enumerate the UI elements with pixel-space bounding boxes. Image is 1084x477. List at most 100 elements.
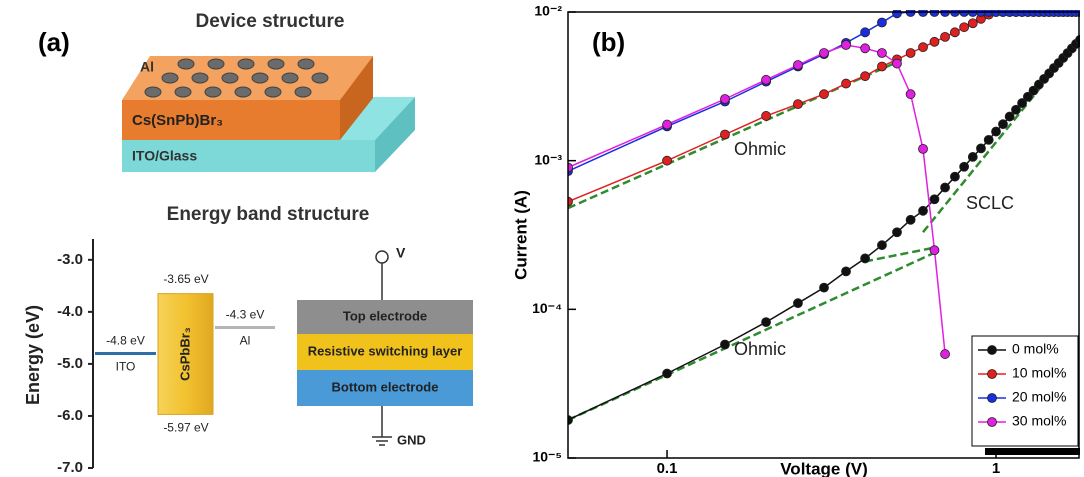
marker [976,144,985,153]
level-value: -4.3 eV [226,308,265,322]
y-axis-title: Current (A) [511,190,530,280]
marker [842,40,851,49]
layer-label: Cs(SnPb)Br₃ [132,112,223,129]
source-label: V [396,245,406,261]
marker [906,215,915,224]
marker [941,350,950,359]
legend-label: 30 mol% [1012,413,1066,429]
series-line [568,45,945,354]
marker [968,152,977,161]
marker [663,120,672,129]
circuit-layer: Bottom electrode [332,379,439,394]
legend-marker [988,394,997,403]
page: (a) Device structure Al Cs(SnPb)Br₃ ITO/… [0,0,1084,477]
scale-bar [985,448,1080,455]
annotation: Ohmic [734,339,786,359]
legend-marker [988,370,997,379]
level-name: ITO [116,360,136,374]
device-title: Device structure [196,11,345,32]
x-tick-label: 1 [992,460,1000,477]
energy-axis-title: Energy (eV) [23,305,43,405]
legend-label: 20 mol% [1012,389,1066,405]
marker [930,246,939,255]
y-tick-label: 10⁻⁴ [532,300,562,316]
marker [861,28,870,37]
legend-label: 10 mol% [1012,365,1066,381]
marker [877,241,886,250]
marker [998,120,1007,129]
layer-label: Al [140,59,154,75]
panel-label: (a) [38,27,70,57]
circuit-layer: Top electrode [343,308,427,323]
marker [941,183,950,192]
marker [877,48,886,57]
y-tick-label: -6.0 [57,407,83,424]
marker [877,18,886,27]
marker [793,299,802,308]
marker [861,72,870,81]
annotation: SCLC [966,193,1014,213]
marker [906,90,915,99]
marker [960,162,969,171]
panel-label: (b) [592,27,625,57]
band-label: -3.65 eV [163,272,208,286]
marker [950,172,959,181]
marker [861,44,870,53]
marker [842,267,851,276]
y-tick-label: -5.0 [57,355,83,372]
marker [930,37,939,46]
marker [892,59,901,68]
energy-chart: -3.0-4.0-5.0-6.0-7.0-3.65 eV-5.97 eVCsPb… [57,239,275,476]
y-tick-label: -3.0 [57,251,83,268]
marker [820,283,829,292]
legend-marker [988,346,997,355]
y-tick-label: 10⁻⁵ [532,449,562,465]
marker [820,90,829,99]
marker [820,48,829,57]
marker [762,111,771,120]
marker [861,254,870,263]
marker [762,318,771,327]
y-tick-label: 10⁻² [534,3,562,19]
marker [663,156,672,165]
marker [906,48,915,57]
y-tick-label: -7.0 [57,459,83,476]
legend-label: 0 mol% [1012,341,1059,357]
marker [919,43,928,52]
marker [877,62,886,71]
marker [793,100,802,109]
marker [892,228,901,237]
legend-marker [988,418,997,427]
marker [793,61,802,70]
marker [968,19,977,28]
x-axis-title: Voltage (V) [780,459,868,477]
x-tick-label: 0.1 [657,460,678,477]
terminal [376,251,388,263]
layer-label: ITO/Glass [132,148,197,164]
ground-label: GND [397,432,426,447]
iv-chart: 0.1 1 10⁻⁵ 10⁻⁴ 10⁻³ 10⁻² Ohmic SCLC Ohmic 0 mol%… [532,3,1084,477]
marker [930,195,939,204]
annotation: Ohmic [734,139,786,159]
marker [720,130,729,139]
marker [663,369,672,378]
marker [919,144,928,153]
band-label: -5.97 eV [163,421,208,435]
marker [720,94,729,103]
marker [992,127,1001,136]
marker [960,23,969,32]
marker [762,75,771,84]
marker [984,135,993,144]
level-value: -4.8 eV [106,334,145,348]
marker [720,340,729,349]
marker [950,28,959,37]
level-name: Al [240,334,251,348]
y-tick-label: 10⁻³ [534,151,562,167]
energy-title: Energy band structure [167,204,370,225]
y-tick-label: -4.0 [57,303,83,320]
marker [919,206,928,215]
marker [941,32,950,41]
marker [842,79,851,88]
figure: (a) Device structure Al Cs(SnPb)Br₃ ITO/… [0,0,1084,477]
marker [892,9,901,18]
